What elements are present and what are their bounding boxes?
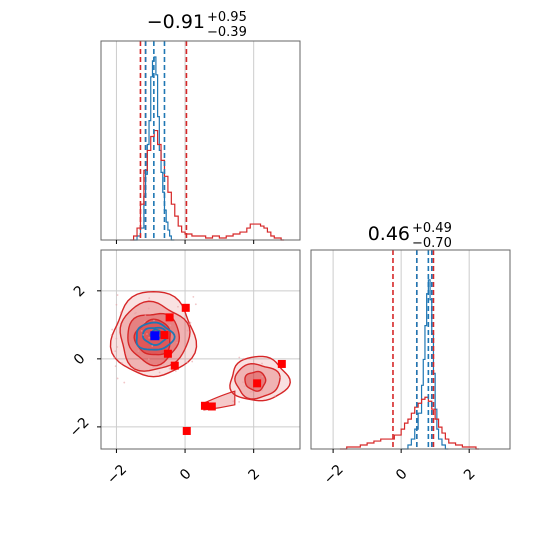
bottom-left-sample-dot: [238, 401, 241, 403]
bottom-left-sample-dot: [137, 350, 140, 352]
bottom-left-red-marker: [170, 361, 179, 370]
bottom-right-histogram-series: [339, 279, 479, 450]
bottom-left-sample-dot: [261, 362, 263, 365]
bottom-left-red-marker: [181, 303, 190, 312]
bottom-left-sample-dot: [242, 357, 245, 360]
bottom-left-sample-dot: [148, 336, 151, 339]
bottom-left-red-marker: [163, 349, 172, 358]
top-left-title-plus: +0.95: [207, 10, 247, 25]
top-left-title-minus: −0.39: [207, 25, 247, 40]
bottom-left-sample-dot: [138, 368, 140, 370]
bottom-left-sample-dot: [133, 366, 136, 369]
top-left-quantile-lines: [139, 41, 188, 240]
bottom-left-sample-dot: [144, 314, 147, 317]
bottom-left-red-marker: [160, 331, 169, 340]
bottom-left-sample-dot: [153, 319, 155, 322]
top-left-ticks: [115, 240, 255, 244]
bottom-left-sample-dot: [186, 361, 189, 364]
bottom-left-red-marker: [182, 426, 191, 435]
bottom-right-grid: [332, 250, 470, 449]
bottom-left-sample-dot: [110, 334, 113, 337]
bottom-left-sample-dot: [142, 334, 145, 336]
bottom-left-sample-dot: [261, 389, 264, 392]
bottom-left-sample-dot: [188, 323, 191, 326]
bottom-left-sample-dot: [151, 345, 154, 347]
bottom-left-sample-dot: [192, 295, 195, 298]
bottom-left-points: [110, 294, 286, 435]
bottom-left-sample-dot: [147, 307, 150, 310]
bottom-left-red-marker: [207, 402, 216, 411]
bottom-left-contour-panel: −2 0 2−202: [67, 249, 301, 488]
bottom-left-sample-dot: [116, 346, 119, 348]
bottom-left-sample-dot: [232, 400, 235, 403]
bottom-left-red-marker: [277, 359, 286, 368]
bottom-left-sample-dot: [191, 360, 194, 363]
bottom-right-title-minus: −0.70: [412, 236, 452, 251]
top-left-title-value: −0.91: [147, 11, 205, 33]
bottom-right-quantile-lines: [392, 250, 435, 449]
bottom-left-sample-dot: [146, 333, 148, 335]
bottom-left-sample-dot: [261, 375, 264, 378]
bottom-left-sample-dot: [174, 370, 177, 372]
bottom-left-sample-dot: [176, 341, 178, 344]
bottom-left-sample-dot: [152, 366, 154, 368]
bottom-left-blue-contour: [135, 321, 176, 351]
top-left-grid: [115, 41, 255, 240]
bottom-left-sample-dot: [189, 321, 192, 324]
bottom-left-red-marker: [253, 379, 262, 388]
bottom-left-sample-dot: [111, 328, 114, 331]
bottom-left-sample-dot: [147, 358, 150, 361]
bottom-left-sample-dot: [177, 305, 179, 308]
bottom-left-sample-dot: [186, 329, 189, 332]
bottom-left-sample-dot: [123, 381, 126, 384]
bottom-left-sample-dot: [119, 311, 122, 314]
bottom-left-sample-dot: [249, 391, 252, 393]
bottom-left-sample-dot: [143, 321, 146, 323]
bottom-left-axes-frame: [100, 249, 301, 450]
bottom-left-sample-dot: [140, 329, 143, 332]
bottom-left-sample-dot: [243, 385, 246, 388]
bottom-left-sample-dot: [241, 381, 244, 384]
bottom-left-sample-dot: [238, 356, 241, 359]
bottom-right-blue-histogram: [401, 279, 449, 450]
bottom-left-sample-dot: [115, 337, 118, 340]
bottom-left-sample-dot: [273, 395, 276, 398]
bottom-left-sample-dot: [116, 294, 119, 296]
bottom-left-sample-dot: [120, 361, 123, 364]
top-left-red-histogram: [130, 129, 285, 241]
bottom-left-red-marker: [200, 401, 209, 410]
bottom-left-sample-dot: [116, 377, 119, 380]
bottom-left-sample-dot: [250, 390, 253, 393]
bottom-left-sample-dot: [168, 367, 171, 370]
bottom-right-axes-frame: [310, 249, 511, 450]
bottom-left-sample-dot: [278, 376, 281, 379]
bottom-left-sample-dot: [114, 365, 117, 368]
bottom-left-sample-dot: [113, 357, 116, 359]
bottom-left-sample-dot: [135, 311, 137, 314]
bottom-left-sample-dot: [169, 324, 172, 327]
bottom-left-sample-dot: [114, 350, 117, 353]
bottom-left-sample-dot: [115, 303, 118, 306]
bottom-left-red-marker: [165, 313, 174, 322]
bottom-right-red-histogram: [339, 396, 479, 450]
top-left-histogram-panel: −0.91 +0.95 −0.39: [100, 10, 301, 244]
bottom-left-sample-dot: [194, 303, 197, 306]
bottom-left-sample-dot: [158, 371, 161, 374]
bottom-right-title-plus: +0.49: [412, 221, 452, 236]
bottom-right-title-value: 0.46: [368, 223, 410, 245]
bottom-left-blue-marker: [150, 331, 160, 341]
top-left-axes-frame: [100, 40, 301, 241]
bottom-left-sample-dot: [148, 297, 151, 300]
